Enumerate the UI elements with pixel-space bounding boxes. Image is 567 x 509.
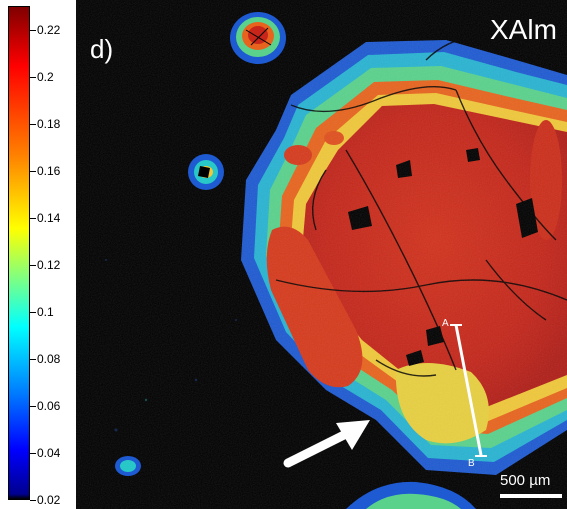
garnet-grain-main [76,0,567,509]
scale-bar-label: 500 µm [500,472,551,489]
colorbar-panel: 0.22 0.2 0.18 0.16 0.14 0.12 0.1 0.08 0.06 0.04 0.… [0,0,76,509]
colorbar-tick-label: 0.04 [37,446,61,460]
colorbar-tick-label: 0.08 [37,352,61,366]
colorbar-gradient [8,6,30,500]
colorbar-tick [30,218,36,219]
colorbar-tick [30,30,36,31]
colorbar-tick-label: 0.02 [37,493,61,507]
colorbar-tick-label: 0.06 [37,399,61,413]
colorbar-tick-label: 0.18 [37,117,61,131]
colorbar-tick-label: 0.1 [37,305,54,319]
garnet-grain-small-left [188,154,224,190]
map-title: XAlm [490,14,557,45]
profile-end-label: B [468,458,475,469]
colorbar-tick-label: 0.16 [37,164,61,178]
arrow-icon [283,420,370,468]
colorbar-tick [30,312,36,313]
element-map-image [76,0,567,509]
xalm-map: d) XAlm A B 500 µm [76,0,567,509]
profile-line [450,324,487,457]
colorbar-tick [30,265,36,266]
colorbar-tick [30,77,36,78]
panel-label: d) [90,34,114,64]
colorbar-tick [30,124,36,125]
scale-bar-line [500,494,562,498]
colorbar-tick [30,406,36,407]
garnet-grain-bottom-edge [346,481,476,509]
colorbar-tick [30,359,36,360]
colorbar-tick-label: 0.12 [37,258,61,272]
colorbar-tick [30,500,36,501]
colorbar-tick [30,171,36,172]
garnet-grain-small-bottom [115,456,141,476]
colorbar-tick-label: 0.22 [37,23,61,37]
garnet-grain-small-top [230,12,286,64]
colorbar-tick-label: 0.2 [37,70,54,84]
colorbar-tick-label: 0.14 [37,211,61,225]
colorbar-tick [30,453,36,454]
profile-start-label: A [442,318,449,329]
